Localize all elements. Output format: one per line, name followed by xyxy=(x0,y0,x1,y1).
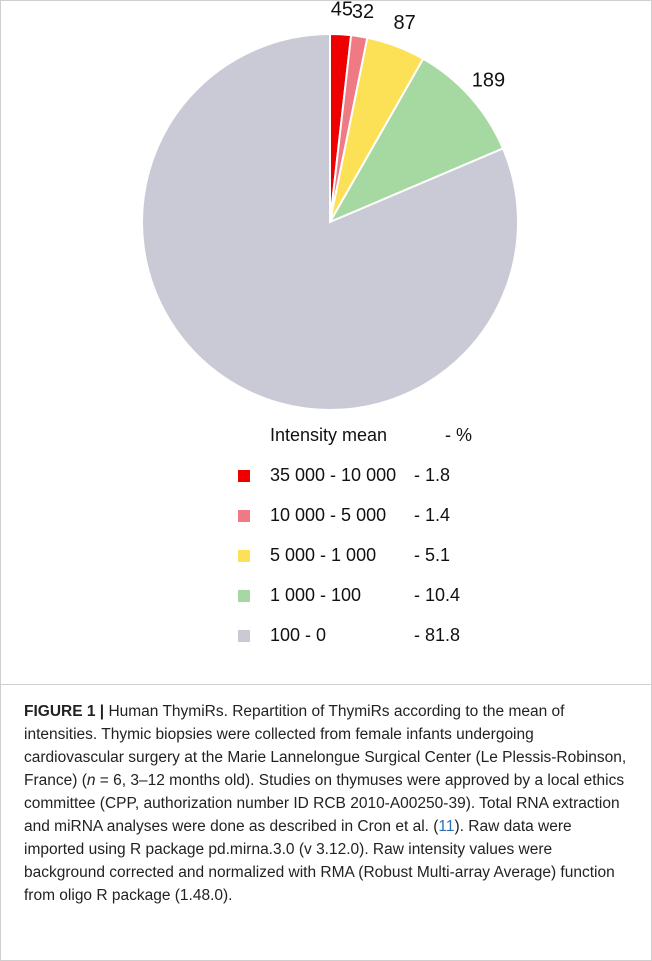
figure-label: FIGURE 1 | xyxy=(24,703,105,720)
figure-caption: FIGURE 1 | Human ThymiRs. Repartition of… xyxy=(24,700,636,907)
legend-percent-2: - 1.4 xyxy=(414,505,451,525)
pie-slice-5 xyxy=(141,32,519,411)
legend-swatch-3 xyxy=(238,550,250,562)
pie-count-label-1: 45 xyxy=(331,0,353,21)
legend-header-unit: - % xyxy=(445,425,472,445)
caption-divider xyxy=(0,684,652,685)
legend-percent-4: - 10.4 xyxy=(414,585,461,605)
caption-n-variable: n xyxy=(86,772,96,789)
legend-range-1: 35 000 - 10 000 xyxy=(270,465,397,485)
legend-swatch-4 xyxy=(238,590,250,602)
caption-text-2: = 6, 3–12 months old). Studies on thymus… xyxy=(24,772,625,835)
legend-percent-3: - 5.1 xyxy=(414,545,451,565)
caption-text-1: Human ThymiRs. Repartition of ThymiRs ac… xyxy=(24,703,627,789)
legend-range-5: 100 - 0 xyxy=(270,625,327,645)
legend-swatch-5 xyxy=(238,630,250,642)
pie-slices xyxy=(141,32,519,411)
legend-swatch-1 xyxy=(238,470,250,482)
pie-count-label-3: 87 xyxy=(393,12,415,34)
pie-count-label-4: 189 xyxy=(472,69,505,91)
pie-slice-4 xyxy=(327,57,505,225)
caption-text-3: ). Raw data were imported using R packag… xyxy=(24,818,615,904)
legend-range-2: 10 000 - 5 000 xyxy=(270,505,387,525)
legend-swatch-2 xyxy=(238,510,250,522)
reference-link[interactable]: 11 xyxy=(438,818,455,835)
legend-range-4: 1 000 - 100 xyxy=(270,585,362,605)
legend-percent-1: - 1.8 xyxy=(414,465,451,485)
pie-count-label-2: 32 xyxy=(352,1,374,23)
legend-range-3: 5 000 - 1 000 xyxy=(270,545,377,565)
legend-header: Intensity mean - % xyxy=(270,425,472,446)
legend-header-label: Intensity mean xyxy=(270,425,388,445)
legend-percent-5: - 81.8 xyxy=(414,625,461,645)
